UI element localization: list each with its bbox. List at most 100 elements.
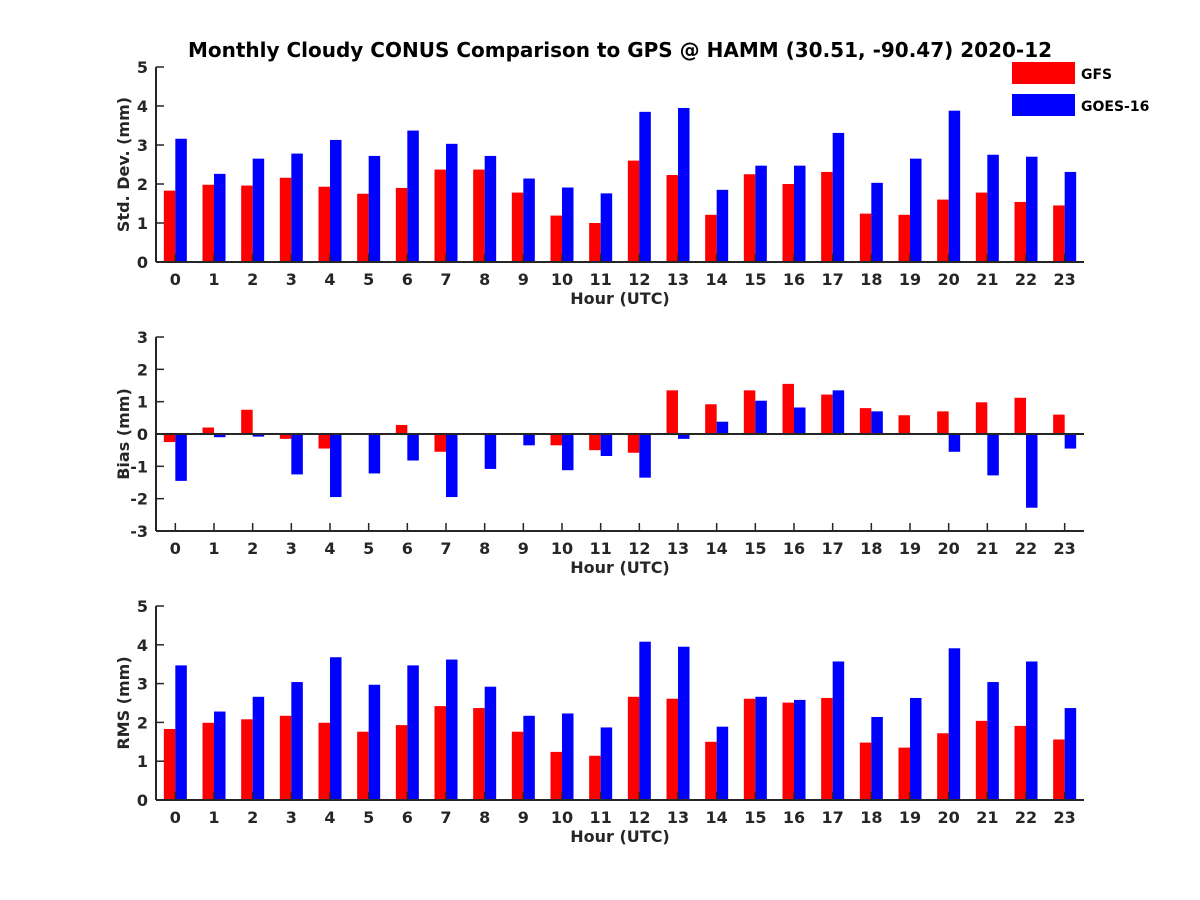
x-tick-label: 17 xyxy=(822,808,844,827)
bar-rms-gfs-9 xyxy=(511,731,524,800)
x-tick-label: 16 xyxy=(783,270,805,289)
bar-bias-gfs-13 xyxy=(666,390,678,434)
bar-std-dev-goes16-18 xyxy=(871,182,883,262)
x-tick-label: 20 xyxy=(938,539,960,558)
y-tick-label: 0 xyxy=(137,791,148,810)
bar-bias-goes16-9 xyxy=(523,434,535,446)
bar-std-dev-gfs-18 xyxy=(859,213,872,262)
bar-bias-goes16-7 xyxy=(446,434,458,498)
bar-rms-gfs-22 xyxy=(1014,725,1026,800)
bar-std-dev-gfs-9 xyxy=(511,192,524,262)
legend: GFS GOES-16 xyxy=(1012,62,1149,116)
bar-bias-goes16-0 xyxy=(175,434,187,481)
x-tick-label: 23 xyxy=(1054,270,1076,289)
bar-rms-goes16-5 xyxy=(368,684,381,800)
bar-bias-gfs-1 xyxy=(202,427,214,434)
y-tick-label: -2 xyxy=(130,490,148,509)
x-tick-label: 18 xyxy=(860,808,882,827)
bar-bias-gfs-15 xyxy=(743,390,756,434)
bar-rms-gfs-16 xyxy=(782,702,794,800)
bar-bias-goes16-10 xyxy=(562,434,574,471)
bar-std-dev-goes16-21 xyxy=(987,154,999,262)
x-tick-label: 14 xyxy=(706,808,728,827)
bar-std-dev-gfs-4 xyxy=(318,186,330,262)
x-tick-label: 23 xyxy=(1054,539,1076,558)
x-tick-label: 19 xyxy=(899,808,921,827)
bar-bias-gfs-4 xyxy=(318,434,330,449)
bar-rms-goes16-1 xyxy=(214,711,226,800)
bar-bias-gfs-6 xyxy=(395,424,408,434)
bar-bias-goes16-11 xyxy=(600,434,613,456)
bar-std-dev-goes16-10 xyxy=(562,187,574,262)
bar-std-dev-gfs-7 xyxy=(434,169,446,262)
x-tick-label: 3 xyxy=(286,539,297,558)
bar-rms-goes16-17 xyxy=(832,661,845,800)
bar-bias-goes16-22 xyxy=(1026,434,1038,508)
bar-bias-goes16-4 xyxy=(330,434,342,498)
bar-rms-gfs-7 xyxy=(434,706,446,800)
x-tick-label: 1 xyxy=(208,808,219,827)
bar-bias-goes16-15 xyxy=(755,400,767,434)
x-tick-label: 2 xyxy=(247,539,258,558)
bar-bias-goes16-12 xyxy=(639,434,651,478)
y-tick-label: 5 xyxy=(137,58,148,77)
x-axis-label: Hour (UTC) xyxy=(570,289,670,308)
bar-rms-gfs-14 xyxy=(705,741,717,800)
bar-rms-gfs-18 xyxy=(859,742,872,800)
x-tick-label: 13 xyxy=(667,539,689,558)
bar-bias-goes16-2 xyxy=(252,434,265,437)
bar-std-dev-goes16-11 xyxy=(600,193,613,262)
bar-bias-gfs-16 xyxy=(782,383,794,434)
bar-bias-goes16-17 xyxy=(832,390,845,434)
bar-std-dev-goes16-12 xyxy=(639,111,651,262)
x-tick-label: 9 xyxy=(518,539,529,558)
bar-rms-goes16-20 xyxy=(948,648,961,800)
bar-std-dev-gfs-14 xyxy=(705,214,717,262)
x-tick-label: 8 xyxy=(479,808,490,827)
x-tick-label: 12 xyxy=(628,270,650,289)
bar-std-dev-gfs-17 xyxy=(821,171,833,262)
bar-rms-goes16-4 xyxy=(330,657,342,800)
x-tick-label: 4 xyxy=(324,808,335,827)
bar-rms-gfs-11 xyxy=(589,755,601,800)
x-tick-label: 5 xyxy=(363,270,374,289)
bar-std-dev-goes16-9 xyxy=(523,178,535,262)
x-tick-label: 7 xyxy=(440,270,451,289)
x-tick-label: 19 xyxy=(899,270,921,289)
bar-rms-goes16-15 xyxy=(755,696,767,800)
y-tick-label: 2 xyxy=(137,713,148,732)
x-tick-label: 22 xyxy=(1015,270,1037,289)
x-tick-label: 21 xyxy=(976,270,998,289)
x-tick-label: 20 xyxy=(938,808,960,827)
bar-std-dev-goes16-5 xyxy=(368,155,381,262)
bar-rms-goes16-18 xyxy=(871,716,883,800)
x-tick-label: 1 xyxy=(208,270,219,289)
bar-bias-goes16-20 xyxy=(948,434,961,452)
bar-rms-goes16-21 xyxy=(987,682,999,800)
x-tick-label: 7 xyxy=(440,539,451,558)
x-tick-label: 21 xyxy=(976,808,998,827)
bar-bias-gfs-12 xyxy=(627,434,640,453)
x-tick-label: 0 xyxy=(170,270,181,289)
bar-std-dev-goes16-19 xyxy=(910,158,922,262)
bar-rms-goes16-8 xyxy=(484,686,497,800)
bar-bias-goes16-5 xyxy=(368,434,381,474)
bar-rms-gfs-4 xyxy=(318,722,330,800)
x-tick-label: 11 xyxy=(590,808,612,827)
x-tick-label: 0 xyxy=(170,539,181,558)
bar-rms-gfs-1 xyxy=(202,722,214,800)
bar-bias-gfs-7 xyxy=(434,434,446,452)
bar-std-dev-gfs-6 xyxy=(395,187,408,262)
x-tick-label: 9 xyxy=(518,270,529,289)
bar-std-dev-goes16-7 xyxy=(446,143,458,262)
x-tick-label: 12 xyxy=(628,539,650,558)
x-tick-label: 3 xyxy=(286,808,297,827)
legend-label-gfs: GFS xyxy=(1081,67,1112,83)
bar-rms-goes16-6 xyxy=(407,665,419,800)
bar-std-dev-gfs-23 xyxy=(1053,205,1065,262)
y-tick-label: 5 xyxy=(137,597,148,616)
x-tick-label: 16 xyxy=(783,539,805,558)
